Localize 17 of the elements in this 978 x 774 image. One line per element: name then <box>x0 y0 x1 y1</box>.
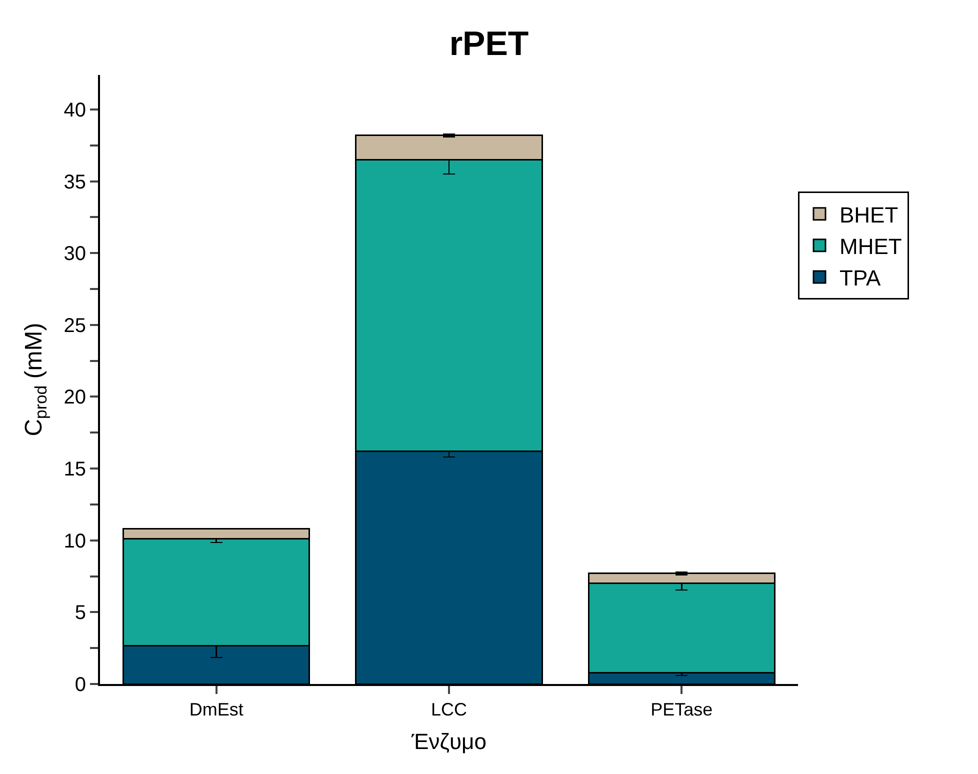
y-tick-label: 5 <box>74 602 86 624</box>
y-tick-label: 35 <box>64 171 86 194</box>
y-tick-label: 25 <box>64 314 86 337</box>
x-tick-label: DmEst <box>189 700 244 720</box>
y-tick-label: 10 <box>64 530 86 552</box>
y-tick-label: 40 <box>64 99 86 122</box>
legend-label: BHET <box>840 202 898 228</box>
x-axis-title: Ένζυμο <box>410 729 486 754</box>
y-tick-label: 15 <box>64 458 86 481</box>
legend-label: MHET <box>840 234 902 259</box>
y-tick-label: 30 <box>64 243 86 266</box>
legend-label: TPA <box>840 266 881 291</box>
x-tick-label: PETase <box>650 700 713 720</box>
y-tick-label: 20 <box>64 386 86 409</box>
y-tick-label: 0 <box>74 674 86 696</box>
chart-title: rPET <box>449 24 529 63</box>
x-tick-label: LCC <box>430 700 468 720</box>
